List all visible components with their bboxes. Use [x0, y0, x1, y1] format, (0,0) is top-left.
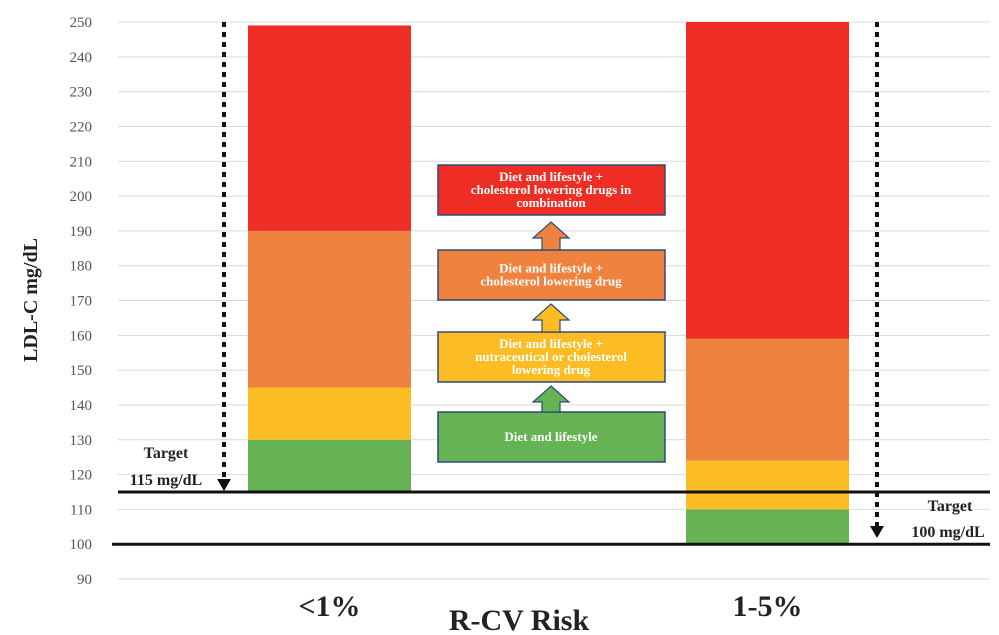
x-axis-title: R-CV Risk [449, 604, 590, 635]
target-arrowhead-right [870, 526, 884, 538]
target-label-line2: 100 mg/dL [911, 524, 984, 541]
treatment-box-label: nutraceutical or cholesterol [475, 349, 627, 364]
up-arrow-icon [531, 385, 571, 413]
bar-segment-yellow [686, 460, 849, 510]
treatment-box-label: Diet and lifestyle [504, 429, 597, 444]
y-tick-label: 230 [70, 85, 93, 101]
up-arrow-icon [531, 221, 571, 251]
treatment-box-label: lowering drug [512, 362, 591, 377]
y-tick-label: 170 [70, 294, 93, 310]
y-tick-label: 140 [70, 398, 93, 414]
treatment-arrows [531, 221, 571, 413]
y-tick-label: 200 [70, 189, 93, 205]
bar-segment-green [248, 439, 411, 492]
bar-segment-green [686, 509, 849, 545]
x-category-label: <1% [298, 590, 360, 623]
target-lines: Target 115 mg/dL Target 100 mg/dL [112, 22, 990, 546]
treatment-box-label: combination [516, 195, 586, 210]
target-label-line1: Target [144, 445, 189, 462]
x-category-label: 1-5% [733, 590, 803, 623]
target-arrowhead-left [217, 478, 231, 491]
bar-segment-red [248, 25, 411, 231]
bar-segment-red [686, 22, 849, 339]
treatment-box-single-drug [437, 249, 666, 301]
x-category-labels: <1% 1-5% [298, 590, 802, 623]
target-label-line2: 115 mg/dL [130, 472, 202, 489]
treatment-box-label: Diet and lifestyle + [499, 336, 603, 351]
treatment-box-label: Diet and lifestyle + [499, 169, 603, 184]
y-tick-label: 110 [70, 502, 92, 518]
treatment-box-diet [437, 411, 666, 463]
bar-segment-orange [686, 338, 849, 461]
y-tick-label: 210 [70, 154, 93, 170]
y-tick-label: 130 [70, 433, 93, 449]
y-tick-label: 240 [70, 50, 93, 66]
treatment-box-label: cholesterol lowering drugs in [471, 182, 632, 197]
bar-segment-yellow [248, 387, 411, 440]
y-tick-label: 100 [70, 537, 93, 553]
y-tick-label: 120 [70, 468, 93, 484]
y-tick-label: 150 [70, 363, 93, 379]
up-arrow-icon [531, 303, 571, 333]
y-tick-label: 250 [70, 15, 93, 31]
y-axis-title: LDL-C mg/dL [20, 238, 42, 362]
y-tick-labels: 90 100 110 120 130 140 150 160 170 180 190 200 210 22… [70, 15, 93, 588]
treatment-box-combination [437, 164, 666, 216]
treatment-box-nutraceutical [437, 331, 666, 383]
treatment-box-label: cholesterol lowering drug [480, 274, 622, 289]
y-tick-label: 180 [70, 259, 93, 275]
bar-segment-orange [248, 230, 411, 388]
y-tick-label: 160 [70, 328, 93, 344]
y-tick-label: 190 [70, 224, 93, 240]
y-tick-label: 90 [77, 572, 92, 588]
target-label-line1: Target [928, 498, 973, 515]
y-tick-label: 220 [70, 119, 93, 135]
stacked-bars [248, 22, 849, 545]
treatment-box-label: Diet and lifestyle + [499, 261, 603, 276]
